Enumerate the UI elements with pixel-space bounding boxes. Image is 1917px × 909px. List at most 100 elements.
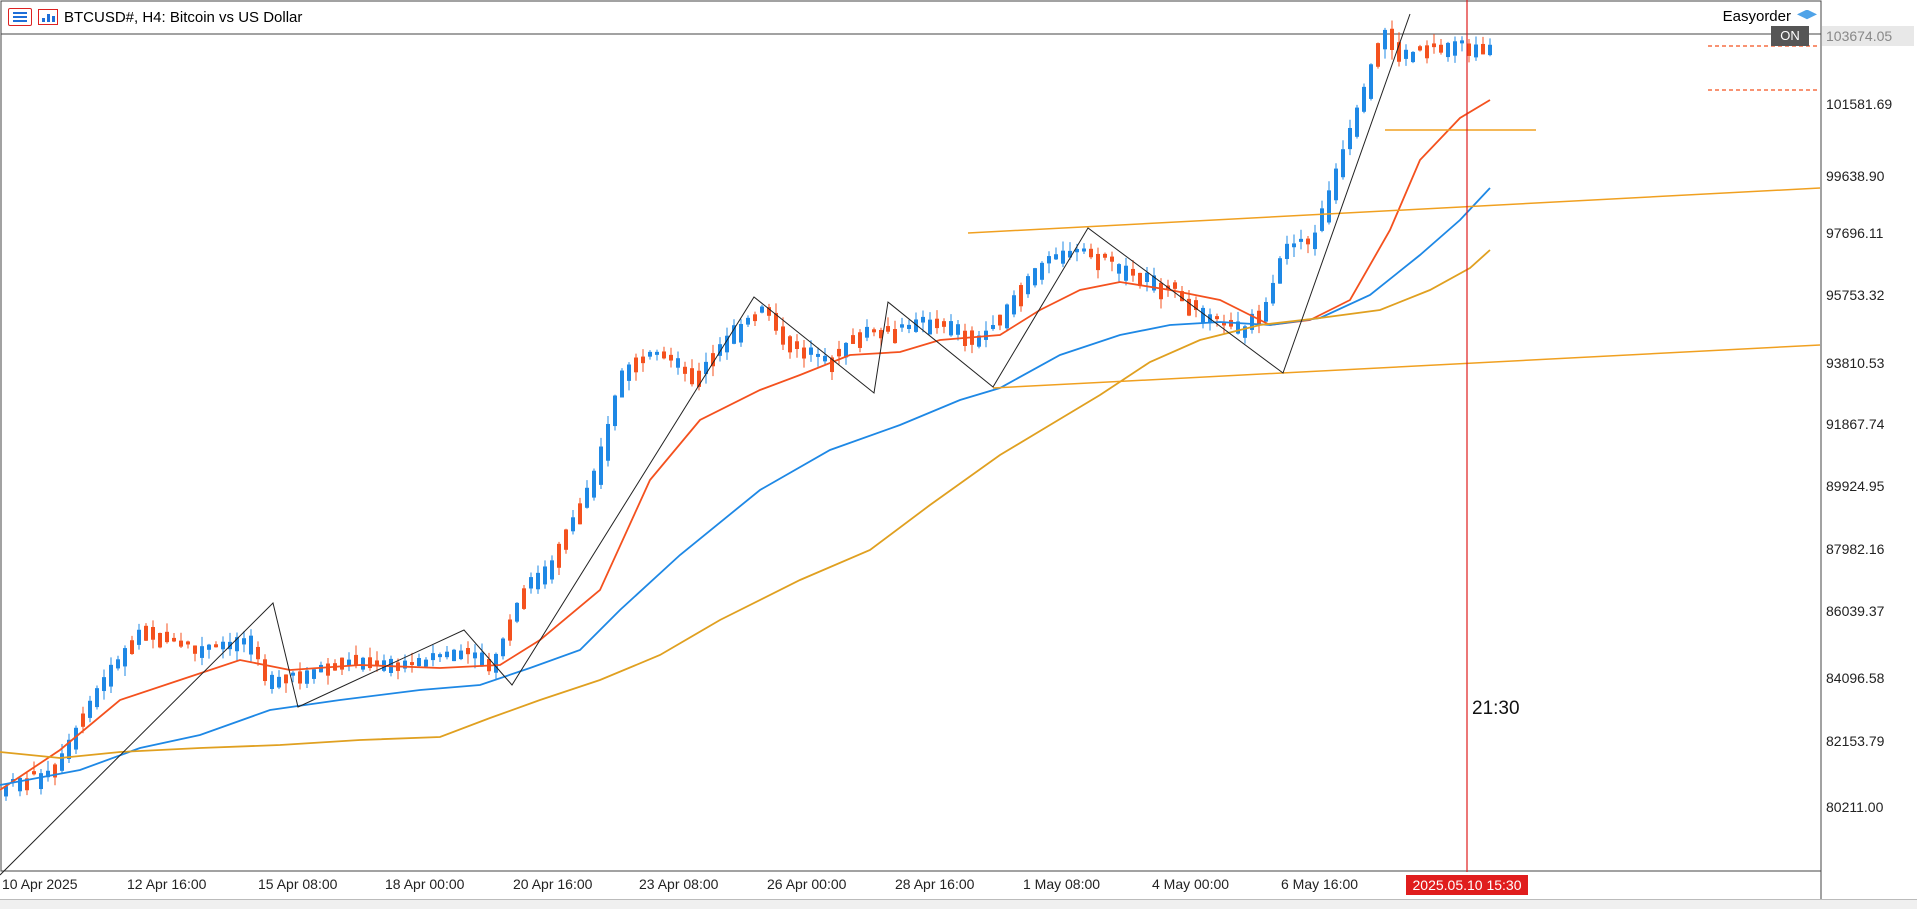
- candle-body: [739, 323, 743, 343]
- price-axis-label: 84096.58: [1826, 670, 1885, 686]
- candle-body: [1467, 43, 1471, 56]
- candle-body: [704, 361, 708, 375]
- candle-body: [1152, 275, 1156, 291]
- candle-body: [599, 446, 603, 485]
- candle-body: [1033, 268, 1037, 286]
- price-axis-label: 82153.79: [1826, 733, 1885, 749]
- candle-body: [298, 671, 302, 684]
- candle-body: [1474, 44, 1478, 58]
- candle-body: [1362, 86, 1366, 112]
- candle-body: [949, 321, 953, 336]
- price-axis-label: 89924.95: [1826, 478, 1885, 494]
- chart-window-icon[interactable]: [8, 8, 32, 26]
- candle-body: [1096, 253, 1100, 271]
- candle-body: [1432, 43, 1436, 48]
- candle-body: [536, 572, 540, 590]
- candle-body: [361, 657, 365, 670]
- candle-body: [200, 646, 204, 658]
- candle-body: [879, 329, 883, 339]
- candle-body: [88, 700, 92, 718]
- candle-body: [95, 688, 99, 708]
- current-price-label: 103674.05: [1822, 26, 1914, 46]
- candle-body: [1418, 46, 1422, 51]
- candle-body: [291, 672, 295, 676]
- candle-body: [354, 654, 358, 665]
- candle-body: [529, 577, 533, 589]
- candle-body: [473, 652, 477, 659]
- candle-body: [648, 351, 652, 357]
- candle-body: [991, 325, 995, 329]
- candle-body: [774, 312, 778, 331]
- candle-body: [844, 342, 848, 358]
- candle-body: [1131, 268, 1135, 276]
- candle-body: [417, 658, 421, 667]
- candle-body: [669, 354, 673, 361]
- candle-body: [1201, 307, 1205, 323]
- candle-body: [1075, 249, 1079, 253]
- candle-body: [1180, 291, 1184, 302]
- candle-body: [816, 353, 820, 357]
- candle-body: [81, 713, 85, 727]
- time-axis-label: 15 Apr 08:00: [258, 876, 338, 892]
- candle-body: [193, 645, 197, 654]
- candle-body: [186, 641, 190, 645]
- candle-body: [956, 324, 960, 335]
- candle-body: [1222, 322, 1226, 326]
- candle-body: [501, 638, 505, 657]
- time-axis-label: 20 Apr 16:00: [513, 876, 593, 892]
- candle-body: [403, 660, 407, 669]
- candle-body: [1425, 45, 1429, 59]
- price-axis-label: 95753.32: [1826, 287, 1885, 303]
- candle-body: [1334, 168, 1338, 201]
- candle-body: [151, 627, 155, 640]
- candle-body: [1215, 316, 1219, 320]
- candle-body: [662, 351, 666, 359]
- candle-body: [46, 770, 50, 778]
- symbol-title: BTCUSD#, H4: Bitcoin vs US Dollar: [64, 8, 303, 26]
- candle-body: [998, 314, 1002, 326]
- time-axis-label: 10 Apr 2025: [2, 876, 78, 892]
- candle-body: [172, 637, 176, 642]
- candle-body: [1369, 64, 1373, 99]
- candle-body: [690, 368, 694, 385]
- candle-body: [865, 326, 869, 338]
- candle-body: [137, 629, 141, 645]
- candle-body: [886, 326, 890, 332]
- price-axis-label: 80211.00: [1826, 799, 1884, 815]
- candle-body: [459, 650, 463, 660]
- candle-body: [1320, 208, 1324, 231]
- bar-chart-icon[interactable]: [38, 9, 58, 25]
- candle-body: [207, 644, 211, 650]
- time-axis-label: 23 Apr 08:00: [639, 876, 719, 892]
- candle-body: [1348, 127, 1352, 150]
- candle-body: [571, 517, 575, 532]
- channel-upper-line: [967, 187, 1821, 234]
- candle-body: [1103, 253, 1107, 258]
- candle-body: [410, 662, 414, 666]
- channel-lower-line: [992, 344, 1821, 389]
- candle-body: [550, 560, 554, 580]
- candle-body: [1355, 107, 1359, 137]
- candle-body: [1313, 232, 1317, 250]
- candle-body: [606, 423, 610, 461]
- candle-body: [1439, 44, 1443, 53]
- candle-body: [788, 336, 792, 353]
- candle-body: [907, 324, 911, 329]
- candle-body: [221, 641, 225, 650]
- candle-body: [627, 364, 631, 381]
- candle-body: [1271, 282, 1275, 304]
- ea-status-badge[interactable]: ON: [1771, 26, 1809, 46]
- candle-body: [1383, 29, 1387, 50]
- candle-body: [1460, 40, 1464, 44]
- candle-body: [1124, 265, 1128, 281]
- candle-body: [1040, 262, 1044, 280]
- candle-body: [767, 307, 771, 316]
- candle-body: [214, 644, 218, 648]
- expert-advisor-label[interactable]: Easyorder: [1723, 8, 1817, 25]
- candle-body: [515, 602, 519, 622]
- candle-body: [578, 503, 582, 525]
- candle-body: [130, 640, 134, 655]
- candle-body: [641, 356, 645, 364]
